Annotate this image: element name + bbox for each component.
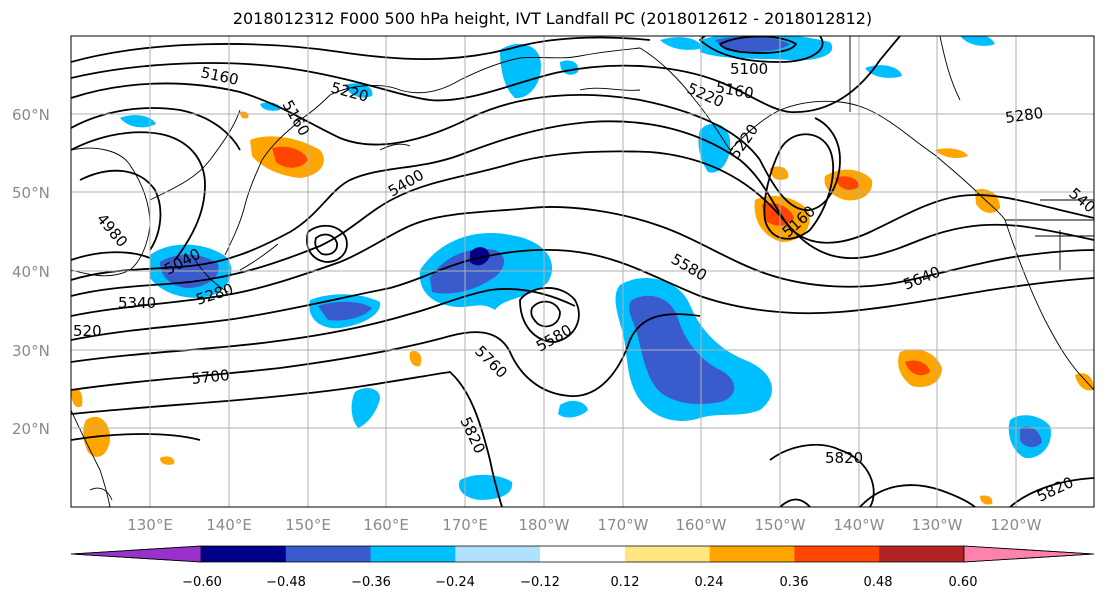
lat-label: 40°N xyxy=(12,263,50,281)
colorbar-segment xyxy=(709,546,795,562)
lon-label: 150°E xyxy=(285,516,331,534)
lon-label: 160°W xyxy=(676,516,727,534)
contour-label: 5100 xyxy=(730,60,768,78)
colorbar-tick-label: 0.24 xyxy=(695,575,724,590)
graticule xyxy=(71,36,1094,507)
colorbar-tick-label: −0.12 xyxy=(520,575,560,590)
colorbar-segment xyxy=(455,546,541,562)
lon-label: 140°W xyxy=(834,516,885,534)
colorbar-segment xyxy=(201,546,287,562)
lat-label: 60°N xyxy=(12,106,50,124)
lon-label: 120°W xyxy=(991,516,1042,534)
lat-label: 30°N xyxy=(12,342,50,360)
colorbar-segment xyxy=(879,546,965,562)
lat-label: 50°N xyxy=(12,184,50,202)
lon-label: 180°W xyxy=(519,516,570,534)
colorbar-extend-high xyxy=(963,545,1095,563)
colorbar-tick-label: 0.12 xyxy=(611,575,640,590)
colorbar-segment xyxy=(794,546,880,562)
colorbar-tick-label: −0.36 xyxy=(351,575,391,590)
lon-label: 150°W xyxy=(755,516,806,534)
contour-label: 5820 xyxy=(825,449,863,467)
lon-label: 130°W xyxy=(912,516,963,534)
colorbar xyxy=(70,545,1095,563)
contour-label: 5280 xyxy=(1004,104,1044,127)
lat-label: 20°N xyxy=(12,420,50,438)
lon-label: 170°E xyxy=(442,516,488,534)
contour-label: 5700 xyxy=(191,366,231,388)
contour-label: 520 xyxy=(73,322,102,340)
map-title: 2018012312 F000 500 hPa height, IVT Land… xyxy=(232,9,873,28)
colorbar-segment xyxy=(540,546,626,562)
latitude-labels: 60°N 50°N 40°N 30°N 20°N xyxy=(12,106,50,438)
lon-label: 140°E xyxy=(206,516,252,534)
colorbar-segment xyxy=(370,546,456,562)
colorbar-tick-label: 0.60 xyxy=(949,575,978,590)
lon-label: 160°E xyxy=(363,516,409,534)
longitude-labels: 130°E 140°E 150°E 160°E 170°E 180°W 170°… xyxy=(127,516,1041,534)
colorbar-extend-low xyxy=(70,545,202,563)
lon-label: 170°W xyxy=(598,516,649,534)
contour-label: 5340 xyxy=(118,294,156,312)
colorbar-frame xyxy=(70,545,1095,563)
map-frame xyxy=(70,35,1095,508)
ivt-shading-layer xyxy=(71,36,1094,505)
colorbar-tick-label: 0.36 xyxy=(780,575,809,590)
height-contour-layer xyxy=(71,36,1094,507)
lon-label: 130°E xyxy=(127,516,173,534)
colorbar-segment xyxy=(624,546,711,562)
colorbar-tick-label: 0.48 xyxy=(864,575,893,590)
colorbar-ticks: −0.60 −0.48 −0.36 −0.24 −0.12 0.12 0.24 … xyxy=(182,575,977,590)
colorbar-tick-label: −0.48 xyxy=(266,575,306,590)
colorbar-segment xyxy=(285,546,372,562)
colorbar-tick-label: −0.60 xyxy=(182,575,222,590)
colorbar-tick-label: −0.24 xyxy=(435,575,475,590)
